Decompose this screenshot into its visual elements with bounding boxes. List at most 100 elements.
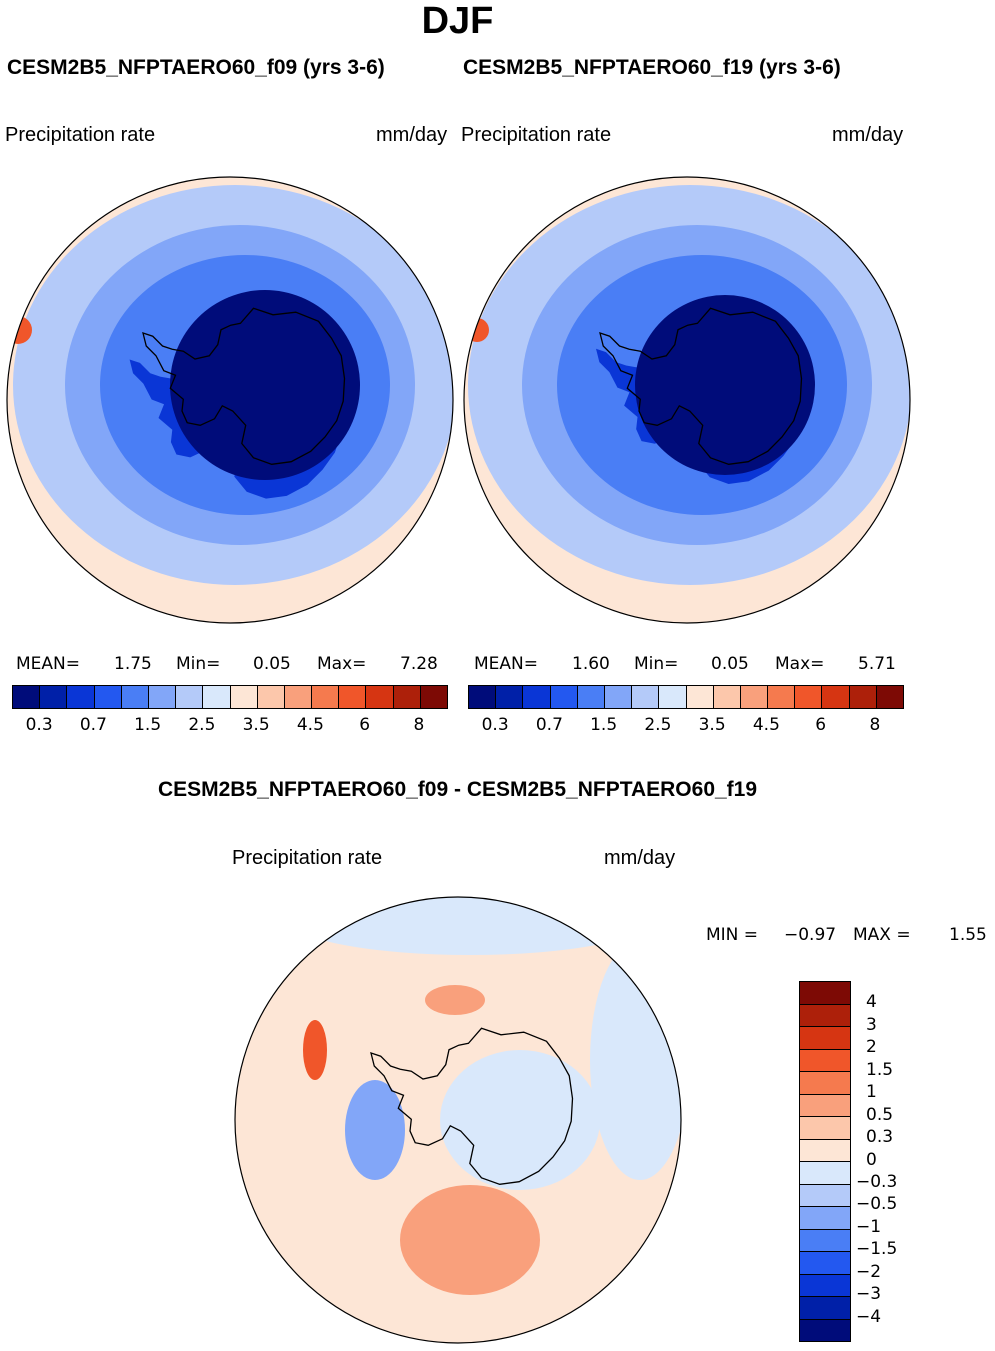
diff-neg-peninsula [345, 1080, 405, 1180]
figure-title: DJF [421, 0, 494, 42]
panel1-colorbar-tick-label: 1.5 [134, 715, 162, 735]
diff-colorbar-box [800, 1207, 850, 1230]
panel1-min-value: 0.05 [253, 654, 291, 674]
diff-colorbar-box [800, 1252, 850, 1275]
diff-colorbar-tick-label: −0.5 [856, 1194, 898, 1215]
panel2-colorbar-tick-label: 1.5 [590, 715, 618, 735]
panel2-colorbar-box [604, 686, 633, 708]
panel1-colorbar-box [94, 686, 122, 708]
panel2-colorbar-box [659, 686, 687, 708]
diff-colorbar-box [800, 1184, 850, 1207]
diff-colorbar-box [800, 1072, 850, 1095]
panel2-variable-label: Precipitation rate [461, 124, 612, 146]
diff-colorbar-box [800, 1117, 850, 1140]
diff-colorbar-tick-label: 4 [866, 992, 877, 1013]
panel2-colorbar-box [686, 686, 714, 708]
panel2-colorbar-box [768, 686, 796, 708]
panel1-colorbar-box [312, 686, 340, 708]
panel2-colorbar-box [577, 686, 605, 708]
panel2-mean-label: MEAN= [474, 654, 538, 674]
diff-colorbar-box [800, 1319, 850, 1341]
panel1-colorbar-tick-label: 2.5 [188, 715, 216, 735]
diff-neg-center [440, 1050, 600, 1190]
diff-colorbar-box [800, 982, 850, 1005]
panel2-case-title: CESM2B5_NFPTAERO60_f19 (yrs 3-6) [463, 56, 841, 79]
diff-max-value: 1.55 [949, 925, 987, 945]
panel2-min-label: Min= [634, 654, 679, 674]
panel2-mean-value: 1.60 [572, 654, 610, 674]
panel1-units-label: mm/day [376, 124, 448, 146]
diff-colorbar-box [800, 1094, 850, 1117]
diff-pos-north [425, 985, 485, 1015]
panel1-map-border [6, 176, 454, 624]
diff-colorbar-box [800, 1162, 850, 1185]
panel1-case-title: CESM2B5_NFPTAERO60_f09 (yrs 3-6) [7, 56, 385, 79]
diff-min-value: −0.97 [784, 925, 837, 945]
diff-pos-south [400, 1185, 540, 1295]
panel1-colorbar-box [420, 686, 447, 708]
panel2-colorbar-tick-label: 4.5 [752, 715, 780, 735]
panel1-colorbar-tick-label: 0.7 [79, 715, 107, 735]
panel1-colorbar-box [393, 686, 421, 708]
panel1-colorbar-box [257, 686, 285, 708]
panel2-interior [635, 295, 815, 475]
panel2-colorbar-box [550, 686, 578, 708]
panel1-colorbar-box [230, 686, 258, 708]
diff-colorbar-tick-label: 1 [866, 1082, 877, 1103]
diff-colorbar-box [800, 1027, 850, 1050]
diff-colorbar-tick-label: −2 [856, 1261, 882, 1282]
diff-colorbar-tick-label: −1.5 [856, 1239, 898, 1260]
panel1-variable-label: Precipitation rate [5, 124, 156, 146]
diff-variable-label: Precipitation rate [232, 847, 383, 869]
panel2-colorbar-box [849, 686, 877, 708]
diff-colorbar-box [800, 1139, 850, 1162]
panel2-colorbar-box [496, 686, 524, 708]
panel1-colorbar [12, 685, 448, 709]
panel2-colorbar-box [632, 686, 660, 708]
diff-colorbar-box [800, 1004, 850, 1027]
diff-colorbar-tick-label: −3 [856, 1284, 882, 1305]
panel1-colorbar-box [40, 686, 68, 708]
panel1-colorbar-box [121, 686, 149, 708]
panel2-colorbar-tick-label: 8 [869, 715, 881, 735]
panel2-colorbar [468, 685, 904, 709]
diff-colorbar-tick-label: 0.5 [866, 1104, 894, 1125]
panel1-colorbar-box [284, 686, 313, 708]
panel1-min-label: Min= [176, 654, 221, 674]
panel1-colorbar-tick-label: 0.3 [25, 715, 53, 735]
diff-colorbar-box [800, 1274, 850, 1297]
panel2-colorbar-tick-label: 2.5 [644, 715, 672, 735]
panel1-colorbar-box [203, 686, 231, 708]
diff-colorbar-tick-label: 1.5 [866, 1059, 894, 1080]
diff-max-label: MAX = [853, 925, 911, 945]
panel2-colorbar-tick-label: 0.3 [481, 715, 509, 735]
diff-colorbar-tick-label: 2 [866, 1037, 877, 1058]
panel2-colorbar-box [822, 686, 850, 708]
panel2-map [464, 177, 910, 623]
panel1-colorbar-tick-label: 6 [359, 715, 371, 735]
panel1-mean-value: 1.75 [114, 654, 152, 674]
diff-case-title: CESM2B5_NFPTAERO60_f09 - CESM2B5_NFPTAER… [157, 778, 758, 801]
panel1-max-value: 7.28 [400, 654, 438, 674]
diff-min-label: MIN = [706, 925, 759, 945]
diff-units-label: mm/day [604, 847, 676, 869]
panel1-colorbar-box [148, 686, 177, 708]
panel2-colorbar-box [523, 686, 551, 708]
diff-colorbar-box [800, 1229, 850, 1252]
diff-colorbar-tick-label: 0 [866, 1149, 877, 1170]
panel2-max-label: Max= [775, 654, 825, 674]
panel2-units-label: mm/day [832, 124, 904, 146]
panel2-colorbar-tick-label: 6 [815, 715, 827, 735]
diff-neg-east [590, 940, 681, 1180]
panel1-colorbar-tick-label: 3.5 [242, 715, 270, 735]
diff-map [235, 897, 681, 1343]
panel2-colorbar-box [795, 686, 823, 708]
panel1-max-label: Max= [317, 654, 367, 674]
panel1-colorbar-box [176, 686, 204, 708]
panel1-mean-label: MEAN= [16, 654, 80, 674]
diff-colorbar-tick-label: −1 [856, 1216, 882, 1237]
panel1-colorbar-tick-label: 8 [413, 715, 425, 735]
diff-map-border [234, 896, 682, 1344]
panel2-colorbar-box [740, 686, 769, 708]
